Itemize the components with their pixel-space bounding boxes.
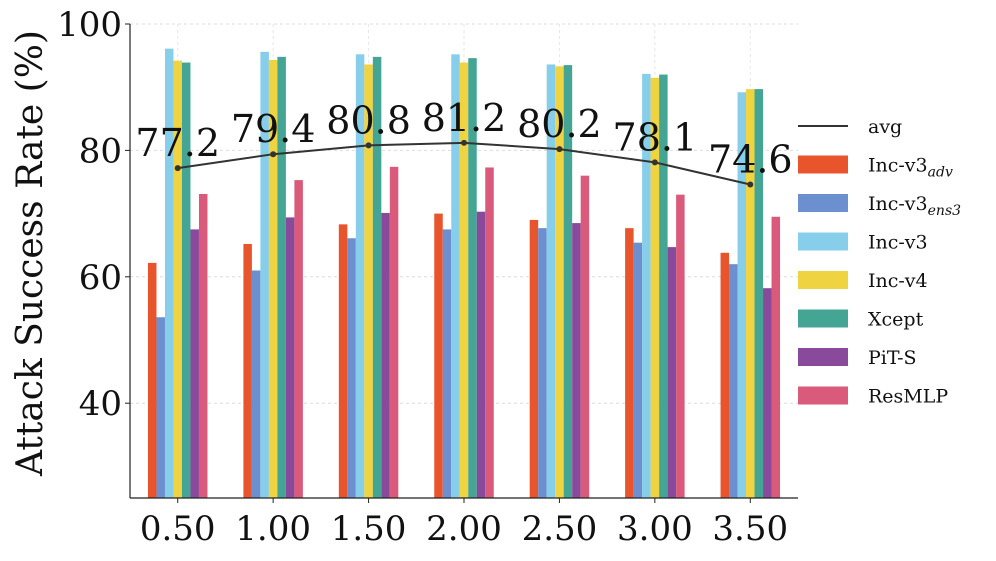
- bar-inc-v3-adv-2.50: [529, 219, 539, 499]
- bar-xcept-2.00: [468, 58, 477, 499]
- bar-inc-v4-3.00: [650, 77, 660, 498]
- bar-xcept-0.50: [181, 62, 191, 498]
- bar-resmlp-2.00: [485, 167, 494, 499]
- legend-swatch: [798, 309, 848, 328]
- legend-label: PiT-S: [868, 347, 917, 369]
- bar-inc-v3-ens3-0.50: [156, 317, 165, 498]
- bar-xcept-1.50: [372, 56, 382, 498]
- bar-resmlp-1.00: [294, 180, 303, 498]
- bar-inc-v3-adv-2.00: [434, 213, 443, 498]
- bar-xcept-3.50: [754, 89, 764, 498]
- bar-inc-v3-1.00: [260, 51, 269, 499]
- bar-inc-v4-3.50: [746, 89, 755, 498]
- bar-pit-s-2.50: [572, 223, 581, 498]
- legend-label-avg: avg: [868, 116, 902, 138]
- bar-xcept-1.00: [277, 56, 286, 498]
- avg-data-label: 81.2: [422, 96, 507, 140]
- y-tick-label: 100: [57, 5, 122, 45]
- legend-swatch: [798, 348, 848, 366]
- bar-resmlp-3.50: [771, 216, 781, 498]
- legend-swatch: [798, 386, 848, 405]
- bar-inc-v3-ens3-1.50: [347, 238, 356, 499]
- avg-point: [365, 142, 372, 149]
- bar-pit-s-3.00: [667, 247, 677, 498]
- bar-pit-s-1.50: [381, 212, 390, 498]
- bar-inc-v4-2.50: [555, 66, 564, 499]
- y-tick-label: 60: [79, 258, 122, 298]
- bar-inc-v4-1.50: [364, 64, 373, 498]
- bar-pit-s-2.00: [476, 211, 486, 499]
- avg-data-label: 77.2: [135, 121, 220, 165]
- avg-data-label: 74.6: [708, 138, 793, 182]
- bar-resmlp-0.50: [198, 194, 208, 498]
- avg-line-series: 77.2 79.4 80.8 81.2 80.2 78.174.6: [135, 96, 793, 188]
- avg-point: [270, 151, 277, 158]
- avg-point: [651, 159, 658, 166]
- bar-resmlp-3.00: [676, 194, 685, 498]
- legend-swatch: [798, 271, 848, 289]
- bar-inc-v4-2.00: [459, 62, 469, 498]
- avg-data-label: 79.4: [231, 107, 316, 151]
- y-tick-label: 80: [79, 131, 122, 171]
- y-tick-labels: 40 60 80 100: [57, 5, 130, 424]
- bar-pit-s-3.50: [763, 288, 772, 498]
- bar-inc-v3-2.50: [546, 64, 556, 498]
- bar-inc-v3-2.00: [451, 54, 460, 498]
- bar-inc-v3-ens3-2.00: [442, 229, 452, 498]
- x-tick-label: 3.00: [617, 509, 693, 549]
- bar-pit-s-0.50: [190, 229, 199, 498]
- avg-point: [461, 139, 467, 146]
- legend-label: Inc-v4: [868, 270, 928, 292]
- y-axis-label: Attack Success Rate (%): [10, 30, 51, 477]
- bar-pit-s-1.00: [285, 217, 295, 498]
- bar-inc-v3-ens3-1.00: [251, 270, 261, 498]
- x-tick-labels: 0.50 1.00 1.50 2.00 2.50 3.00 3.50: [140, 498, 788, 549]
- avg-point: [747, 181, 754, 188]
- avg-point: [556, 146, 563, 153]
- legend-label: Inc-v3: [868, 232, 928, 254]
- bar-inc-v4-1.00: [268, 60, 278, 499]
- bar-group: [147, 48, 781, 499]
- y-tick-label: 40: [79, 384, 122, 424]
- bar-inc-v3-adv-3.00: [625, 228, 634, 499]
- legend-label: Inc-v3ens3: [868, 193, 961, 219]
- bar-inc-v3-3.50: [737, 92, 747, 499]
- legend-swatch: [798, 155, 848, 174]
- legend-label: Inc-v3adv: [868, 155, 953, 181]
- bar-inc-v3-0.50: [164, 48, 174, 498]
- bar-resmlp-1.50: [389, 166, 399, 498]
- bar-inc-v3-ens3-2.50: [538, 228, 547, 499]
- x-tick-label: 2.00: [426, 509, 502, 549]
- legend: avg Inc-v3adv Inc-v3ens3 Inc-v3 Inc-v4 Xcept P…: [798, 116, 961, 408]
- bar-inc-v3-ens3-3.50: [729, 264, 738, 498]
- bar-inc-v3-3.00: [642, 73, 651, 498]
- x-tick-label: 3.50: [712, 509, 788, 549]
- bar-xcept-2.50: [563, 65, 573, 498]
- bar-inc-v3-1.50: [355, 54, 365, 498]
- bar-inc-v3-adv-1.00: [243, 243, 252, 498]
- x-tick-label: 0.50: [140, 509, 216, 549]
- avg-data-label: 80.2: [517, 102, 602, 146]
- avg-point: [174, 165, 181, 172]
- legend-swatch: [798, 232, 848, 251]
- bar-resmlp-2.50: [580, 175, 590, 498]
- bar-inc-v4-0.50: [173, 60, 182, 498]
- bar-inc-v3-adv-1.50: [338, 224, 348, 498]
- bar-inc-v3-adv-0.50: [147, 262, 157, 498]
- bar-xcept-3.00: [659, 74, 668, 498]
- avg-data-label: 78.1: [613, 115, 698, 159]
- legend-label: ResMLP: [868, 386, 948, 408]
- avg-data-label: 80.8: [326, 98, 411, 142]
- legend-swatch: [798, 194, 848, 212]
- x-tick-label: 1.50: [331, 509, 407, 549]
- x-tick-label: 1.00: [235, 509, 311, 549]
- bar-inc-v3-ens3-3.00: [633, 242, 643, 498]
- x-tick-label: 2.50: [522, 509, 598, 549]
- bar-inc-v3-adv-3.50: [720, 252, 730, 498]
- legend-label: Xcept: [868, 309, 924, 331]
